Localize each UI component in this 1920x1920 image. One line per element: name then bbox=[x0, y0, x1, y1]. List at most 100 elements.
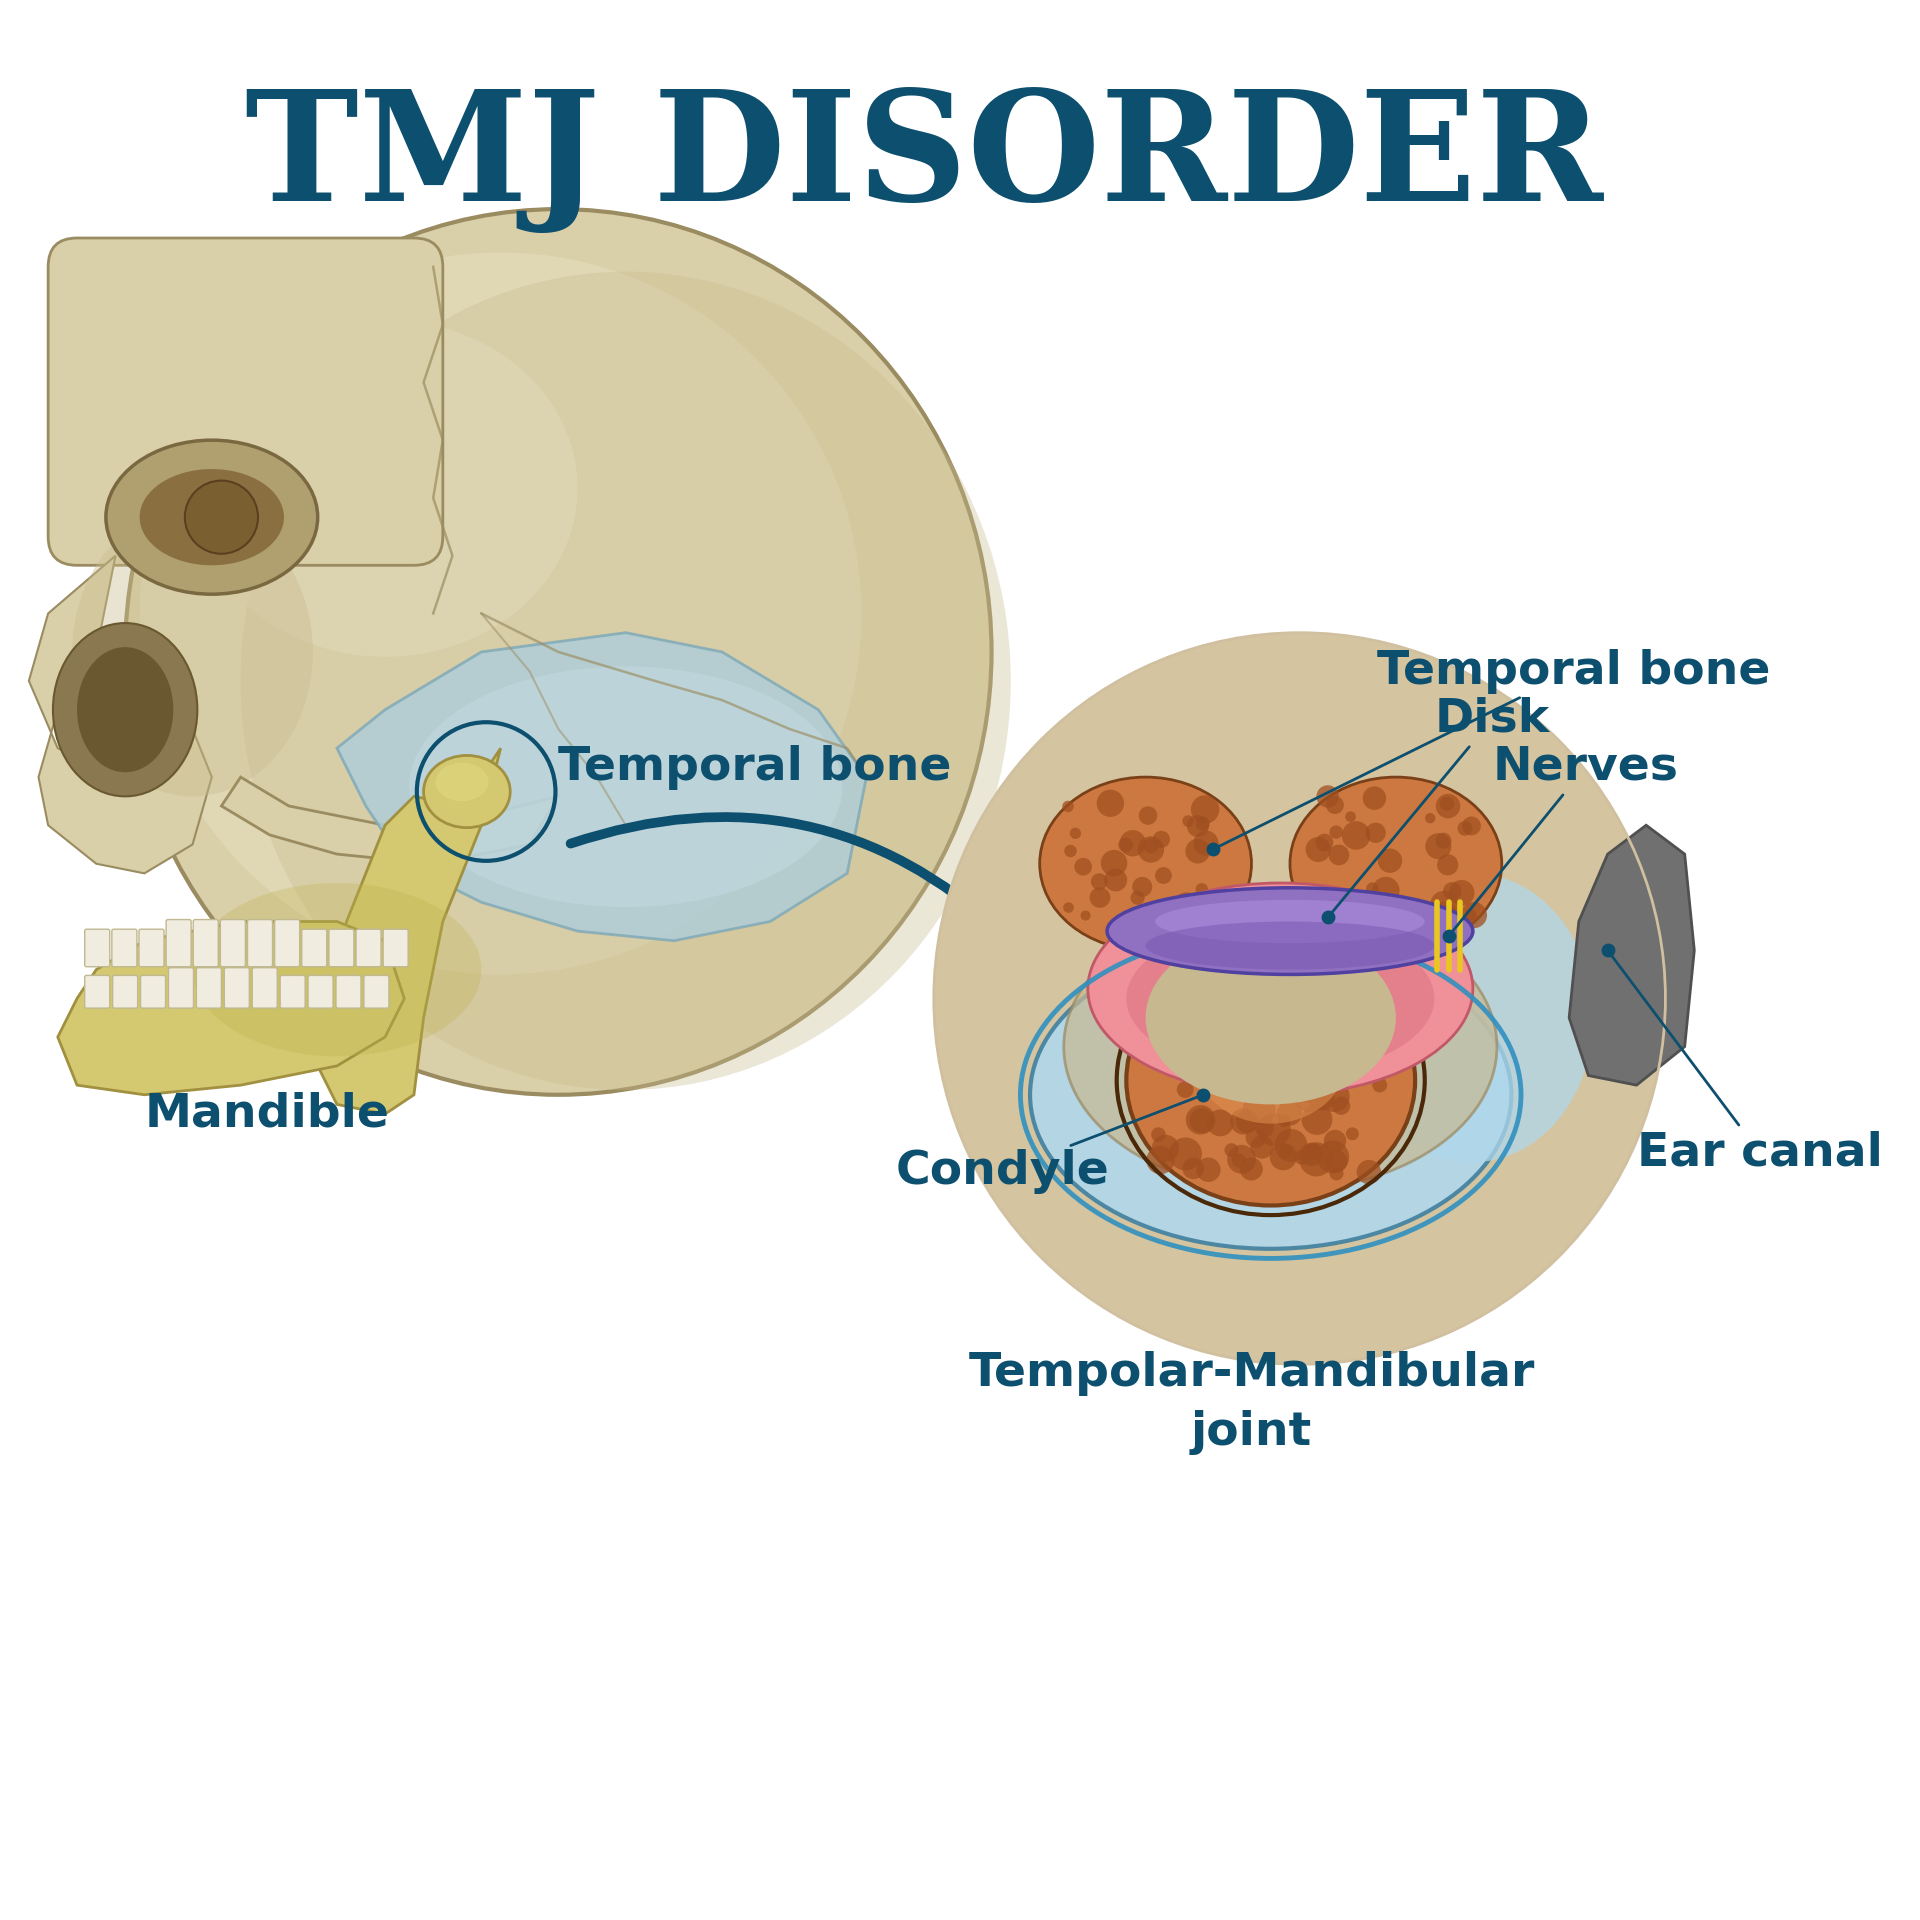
PathPatch shape bbox=[336, 634, 866, 941]
Circle shape bbox=[1334, 904, 1354, 924]
Ellipse shape bbox=[1127, 954, 1415, 1206]
Circle shape bbox=[1436, 793, 1461, 818]
Circle shape bbox=[1196, 1158, 1221, 1183]
FancyBboxPatch shape bbox=[140, 975, 165, 1008]
FancyBboxPatch shape bbox=[248, 920, 273, 968]
Circle shape bbox=[1236, 1110, 1258, 1133]
FancyBboxPatch shape bbox=[301, 929, 326, 968]
Ellipse shape bbox=[1352, 874, 1594, 1162]
Ellipse shape bbox=[77, 647, 173, 772]
PathPatch shape bbox=[29, 555, 211, 874]
Circle shape bbox=[1183, 816, 1194, 828]
Text: Condyle: Condyle bbox=[895, 1096, 1200, 1194]
Circle shape bbox=[1196, 883, 1208, 895]
Circle shape bbox=[1294, 1081, 1325, 1112]
Circle shape bbox=[1196, 816, 1210, 831]
FancyBboxPatch shape bbox=[280, 975, 305, 1008]
Circle shape bbox=[1175, 893, 1198, 916]
Circle shape bbox=[1409, 904, 1430, 925]
Ellipse shape bbox=[140, 252, 862, 975]
Circle shape bbox=[1327, 1031, 1356, 1060]
Ellipse shape bbox=[54, 624, 198, 797]
Circle shape bbox=[1363, 996, 1392, 1023]
Circle shape bbox=[1190, 1108, 1215, 1133]
Circle shape bbox=[1152, 1127, 1165, 1142]
Text: Mandible: Mandible bbox=[144, 1092, 390, 1137]
Circle shape bbox=[1425, 833, 1452, 860]
Circle shape bbox=[1202, 1069, 1213, 1081]
Circle shape bbox=[1436, 833, 1452, 849]
Circle shape bbox=[1425, 812, 1436, 824]
Circle shape bbox=[184, 480, 257, 553]
Circle shape bbox=[1185, 839, 1210, 864]
Circle shape bbox=[1231, 1154, 1246, 1167]
Circle shape bbox=[1200, 918, 1213, 931]
Ellipse shape bbox=[73, 507, 313, 797]
Circle shape bbox=[1242, 1092, 1275, 1125]
Circle shape bbox=[1091, 874, 1108, 891]
Circle shape bbox=[1279, 1144, 1294, 1158]
FancyBboxPatch shape bbox=[48, 238, 444, 564]
Circle shape bbox=[1283, 1050, 1296, 1064]
Circle shape bbox=[1119, 829, 1146, 856]
Circle shape bbox=[1440, 797, 1453, 810]
FancyBboxPatch shape bbox=[167, 920, 192, 968]
Circle shape bbox=[1215, 1021, 1242, 1048]
Circle shape bbox=[1177, 1081, 1194, 1098]
Ellipse shape bbox=[1064, 902, 1498, 1190]
FancyBboxPatch shape bbox=[84, 929, 109, 968]
Circle shape bbox=[1430, 902, 1459, 931]
Text: Tempolar-Mandibular
joint: Tempolar-Mandibular joint bbox=[968, 1352, 1534, 1455]
Ellipse shape bbox=[1127, 922, 1434, 1075]
Circle shape bbox=[1430, 891, 1457, 918]
FancyBboxPatch shape bbox=[169, 968, 194, 1008]
Ellipse shape bbox=[1156, 900, 1425, 943]
Circle shape bbox=[1269, 1091, 1281, 1102]
Circle shape bbox=[1091, 887, 1110, 908]
Circle shape bbox=[1311, 1085, 1331, 1104]
Circle shape bbox=[1371, 998, 1400, 1027]
Circle shape bbox=[1365, 822, 1386, 843]
Circle shape bbox=[1104, 868, 1127, 891]
Circle shape bbox=[1329, 826, 1342, 839]
FancyBboxPatch shape bbox=[365, 975, 390, 1008]
Circle shape bbox=[1231, 1108, 1256, 1135]
Circle shape bbox=[1402, 908, 1423, 929]
Circle shape bbox=[1227, 1144, 1256, 1173]
Circle shape bbox=[1096, 789, 1123, 816]
Ellipse shape bbox=[1146, 922, 1434, 970]
Text: Temporal bone: Temporal bone bbox=[559, 745, 952, 789]
Circle shape bbox=[1169, 1137, 1202, 1171]
Circle shape bbox=[1300, 1142, 1323, 1165]
Text: TMJ DISORDER: TMJ DISORDER bbox=[246, 84, 1603, 232]
Circle shape bbox=[1152, 1135, 1179, 1162]
PathPatch shape bbox=[1569, 826, 1693, 1085]
Ellipse shape bbox=[1290, 778, 1501, 950]
Circle shape bbox=[1269, 1142, 1296, 1171]
Circle shape bbox=[1373, 1077, 1386, 1092]
Ellipse shape bbox=[1146, 931, 1396, 1104]
Circle shape bbox=[1457, 822, 1473, 835]
Ellipse shape bbox=[424, 755, 511, 828]
Circle shape bbox=[1225, 1142, 1238, 1158]
Circle shape bbox=[1323, 1025, 1338, 1041]
Circle shape bbox=[1198, 902, 1219, 924]
Circle shape bbox=[1373, 877, 1400, 904]
FancyBboxPatch shape bbox=[336, 975, 361, 1008]
Ellipse shape bbox=[140, 468, 284, 564]
Ellipse shape bbox=[192, 321, 578, 657]
Text: Ear canal: Ear canal bbox=[1609, 952, 1882, 1175]
Circle shape bbox=[1302, 1104, 1332, 1135]
Circle shape bbox=[1225, 1010, 1256, 1041]
Circle shape bbox=[1279, 1116, 1290, 1127]
Circle shape bbox=[1246, 1127, 1267, 1148]
Circle shape bbox=[1444, 881, 1461, 900]
FancyBboxPatch shape bbox=[194, 920, 219, 968]
Circle shape bbox=[1300, 993, 1317, 1012]
Circle shape bbox=[1317, 1140, 1350, 1173]
Ellipse shape bbox=[1089, 883, 1473, 1094]
Circle shape bbox=[1064, 902, 1073, 912]
Ellipse shape bbox=[1041, 778, 1252, 950]
Ellipse shape bbox=[436, 762, 488, 801]
Circle shape bbox=[1185, 902, 1204, 924]
